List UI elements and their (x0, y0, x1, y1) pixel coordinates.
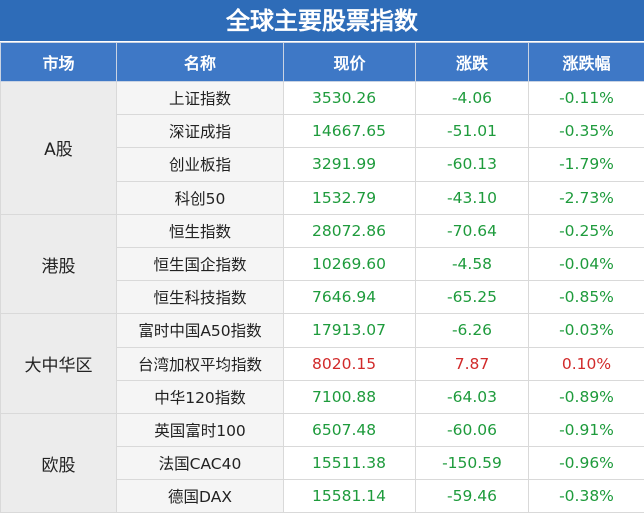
percent-cell: -2.73% (529, 181, 644, 214)
header-cell: 涨跌 (416, 43, 529, 82)
price-cell: 14667.65 (284, 115, 416, 148)
change-cell: 7.87 (416, 347, 529, 380)
header-cell: 现价 (284, 43, 416, 82)
name-cell: 深证成指 (117, 115, 284, 148)
price-cell: 28072.86 (284, 214, 416, 247)
price-cell: 17913.07 (284, 314, 416, 347)
percent-cell: -0.85% (529, 281, 644, 314)
percent-cell: -0.03% (529, 314, 644, 347)
price-cell: 10269.60 (284, 247, 416, 280)
percent-cell: -0.89% (529, 380, 644, 413)
name-cell: 富时中国A50指数 (117, 314, 284, 347)
price-cell: 7646.94 (284, 281, 416, 314)
percent-cell: -0.25% (529, 214, 644, 247)
price-cell: 8020.15 (284, 347, 416, 380)
name-cell: 恒生科技指数 (117, 281, 284, 314)
change-cell: -4.06 (416, 82, 529, 115)
change-cell: -51.01 (416, 115, 529, 148)
header-cell: 涨跌幅 (529, 43, 644, 82)
price-cell: 3530.26 (284, 82, 416, 115)
price-cell: 7100.88 (284, 380, 416, 413)
name-cell: 英国富时100 (117, 413, 284, 446)
market-cell: 欧股 (1, 413, 117, 513)
change-cell: -150.59 (416, 447, 529, 480)
change-cell: -43.10 (416, 181, 529, 214)
name-cell: 创业板指 (117, 148, 284, 181)
change-cell: -6.26 (416, 314, 529, 347)
name-cell: 中华120指数 (117, 380, 284, 413)
percent-cell: -0.38% (529, 480, 644, 513)
name-cell: 法国CAC40 (117, 447, 284, 480)
change-cell: -65.25 (416, 281, 529, 314)
header-cell: 市场 (1, 43, 117, 82)
market-cell: A股 (1, 82, 117, 215)
change-cell: -4.58 (416, 247, 529, 280)
price-cell: 3291.99 (284, 148, 416, 181)
name-cell: 恒生指数 (117, 214, 284, 247)
title-bar: 全球主要股票指数 (0, 0, 644, 42)
price-cell: 15581.14 (284, 480, 416, 513)
percent-cell: -0.04% (529, 247, 644, 280)
percent-cell: -1.79% (529, 148, 644, 181)
change-cell: -60.13 (416, 148, 529, 181)
percent-cell: -0.91% (529, 413, 644, 446)
percent-cell: -0.11% (529, 82, 644, 115)
change-cell: -64.03 (416, 380, 529, 413)
name-cell: 上证指数 (117, 82, 284, 115)
price-cell: 1532.79 (284, 181, 416, 214)
percent-cell: 0.10% (529, 347, 644, 380)
market-cell: 港股 (1, 214, 117, 314)
name-cell: 台湾加权平均指数 (117, 347, 284, 380)
market-cell: 大中华区 (1, 314, 117, 414)
header-cell: 名称 (117, 43, 284, 82)
name-cell: 德国DAX (117, 480, 284, 513)
change-cell: -59.46 (416, 480, 529, 513)
change-cell: -60.06 (416, 413, 529, 446)
change-cell: -70.64 (416, 214, 529, 247)
price-cell: 15511.38 (284, 447, 416, 480)
name-cell: 科创50 (117, 181, 284, 214)
name-cell: 恒生国企指数 (117, 247, 284, 280)
percent-cell: -0.96% (529, 447, 644, 480)
header-row: 市场名称现价涨跌涨跌幅 (1, 43, 644, 82)
price-cell: 6507.48 (284, 413, 416, 446)
percent-cell: -0.35% (529, 115, 644, 148)
